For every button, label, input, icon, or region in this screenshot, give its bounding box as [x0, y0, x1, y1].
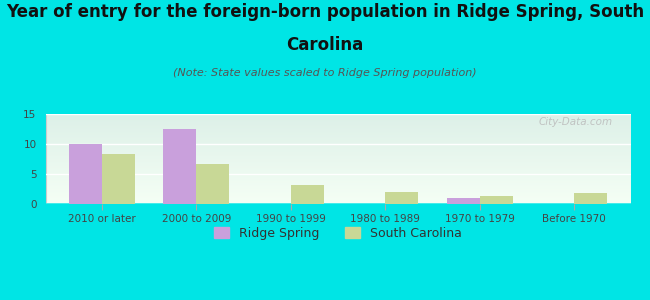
Bar: [196, 164, 229, 204]
Text: City-Data.com: City-Data.com: [539, 117, 613, 127]
Text: Carolina: Carolina: [287, 36, 363, 54]
Bar: [574, 193, 607, 204]
Bar: [291, 185, 324, 204]
Bar: [447, 198, 480, 204]
Bar: [69, 144, 102, 204]
Legend: Ridge Spring, South Carolina: Ridge Spring, South Carolina: [209, 221, 467, 244]
Text: Year of entry for the foreign-born population in Ridge Spring, South: Year of entry for the foreign-born popul…: [6, 3, 644, 21]
Bar: [102, 154, 135, 204]
Bar: [163, 129, 196, 204]
Bar: [385, 192, 418, 204]
Bar: [480, 196, 513, 204]
Text: (Note: State values scaled to Ridge Spring population): (Note: State values scaled to Ridge Spri…: [173, 68, 477, 77]
